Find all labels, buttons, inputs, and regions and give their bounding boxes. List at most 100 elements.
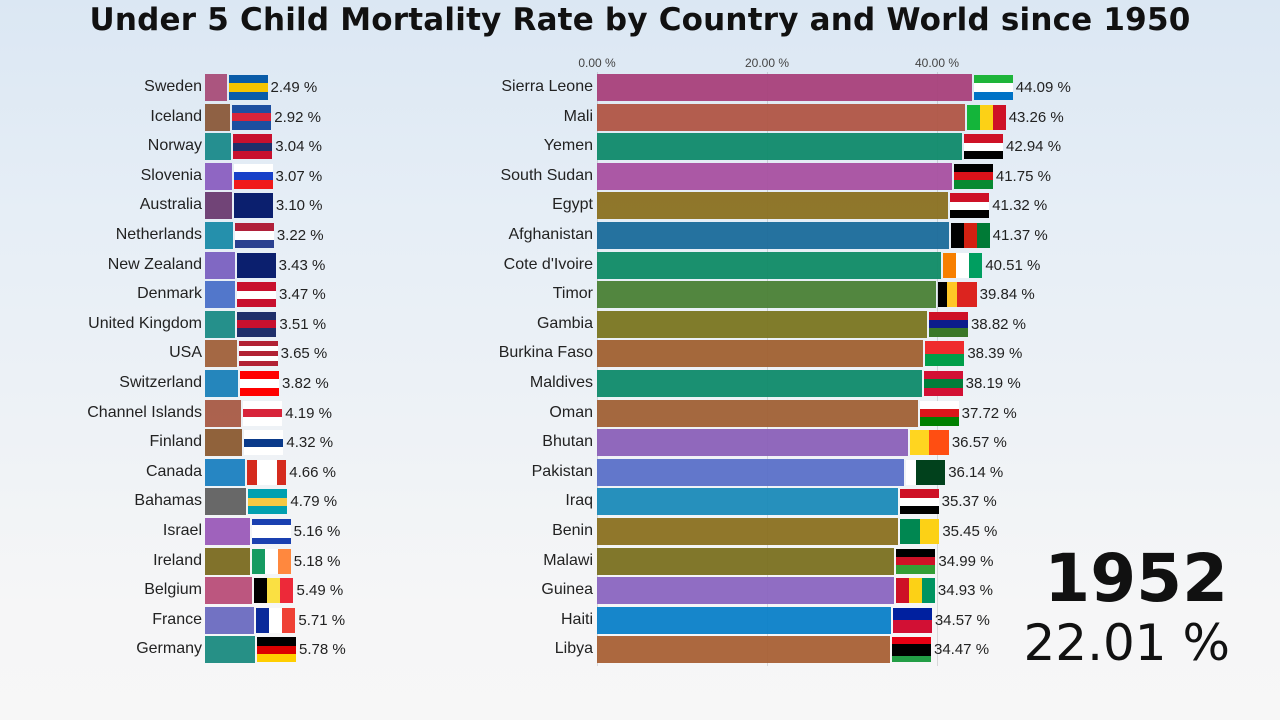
bar — [597, 488, 898, 516]
bar — [597, 133, 962, 161]
flag-icon — [892, 607, 932, 633]
grid-line — [597, 72, 598, 666]
flag-icon — [906, 459, 946, 485]
flag-icon — [254, 578, 294, 604]
bar-label: Canada — [145, 462, 202, 480]
bar — [205, 636, 255, 664]
flag-icon — [919, 400, 959, 426]
bar-value-label: 3.07 % — [275, 167, 323, 185]
bar-value-label: 35.45 % — [942, 523, 998, 540]
bar-value-label: 41.37 % — [992, 227, 1048, 244]
bar-label: Benin — [552, 522, 593, 539]
bar — [597, 577, 894, 605]
bar-label: Bhutan — [542, 433, 593, 451]
flag-icon — [251, 519, 291, 544]
flag-icon — [251, 548, 291, 574]
bar — [205, 103, 231, 131]
bar-value-label: 44.09 % — [1015, 79, 1071, 96]
bar-label: Libya — [554, 640, 593, 658]
bar-value-label: 5.71 % — [298, 611, 346, 629]
bar-value-label: 34.93 % — [937, 582, 993, 600]
bar-value-label: 5.16 % — [293, 523, 341, 540]
bar — [205, 429, 243, 457]
bar-value-label: 4.19 % — [285, 404, 332, 422]
flag-icon — [963, 134, 1003, 160]
bar — [205, 606, 255, 634]
flag-icon — [247, 459, 287, 485]
bar-label: Bahamas — [134, 492, 202, 510]
bar — [205, 162, 232, 190]
bar-value-label: 4.66 % — [289, 463, 336, 481]
bar-label: Switzerland — [119, 374, 202, 391]
bar-label: France — [152, 610, 202, 628]
flag-icon — [896, 548, 936, 574]
bar — [597, 103, 965, 131]
bar-value-label: 36.57 % — [951, 434, 1007, 452]
bar-label: Ireland — [153, 551, 202, 569]
bar — [205, 310, 236, 338]
bar-value-label: 3.65 % — [280, 345, 328, 363]
flag-icon — [950, 223, 990, 248]
flag-icon — [923, 371, 963, 396]
flag-icon — [925, 341, 965, 367]
flag-icon — [233, 163, 273, 189]
flag-icon — [909, 430, 949, 456]
bar-value-label: 5.18 % — [293, 552, 341, 570]
bar-label: Malawi — [543, 551, 593, 569]
grid-line — [767, 72, 768, 666]
bar-label: Sweden — [144, 78, 202, 95]
bar — [597, 458, 905, 486]
bar-label: Timor — [552, 285, 593, 303]
bar — [597, 636, 890, 664]
bar — [597, 251, 942, 279]
bar-value-label: 34.99 % — [938, 552, 994, 570]
bar — [205, 370, 239, 397]
flag-icon — [244, 430, 284, 456]
flag-icon — [233, 193, 273, 219]
bar-value-label: 4.32 % — [286, 434, 334, 452]
bar-value-label: 35.37 % — [941, 493, 997, 511]
bar-value-label: 3.51 % — [279, 315, 327, 333]
bar-value-label: 3.04 % — [275, 138, 322, 156]
bar-label: Cote d'Ivoire — [503, 255, 593, 273]
bar — [205, 74, 227, 101]
bar — [597, 340, 924, 368]
flag-icon — [973, 75, 1013, 100]
bar-value-label: 41.75 % — [995, 167, 1051, 185]
bar-label: Iceland — [150, 107, 202, 125]
x-tick-label: 20.00 % — [744, 56, 790, 70]
bar-label: Israel — [162, 522, 202, 539]
bar-label: Belgium — [144, 581, 202, 599]
flag-icon — [237, 311, 277, 337]
flag-icon — [895, 578, 935, 604]
bar-value-label: 3.43 % — [278, 256, 326, 274]
chart-title: Under 5 Child Mortality Rate by Country … — [89, 2, 1191, 38]
bar-label: United Kingdom — [88, 314, 202, 332]
bar — [597, 222, 949, 249]
bar-value-label: 40.51 % — [985, 256, 1041, 274]
bar-value-label: 3.82 % — [282, 375, 329, 392]
bar — [205, 488, 247, 516]
flag-icon — [256, 607, 296, 633]
bar-label: Afghanistan — [508, 226, 593, 243]
flag-icon — [900, 519, 940, 544]
bar-value-label: 4.79 % — [290, 493, 338, 511]
bar-label: Australia — [139, 196, 202, 214]
year-label: 1952 — [1044, 540, 1228, 617]
bar — [597, 370, 922, 397]
flag-icon — [237, 282, 276, 308]
bar — [597, 518, 899, 545]
bar-label: USA — [169, 344, 202, 362]
bar-value-label: 43.26 % — [1008, 108, 1064, 126]
x-tick-label: 40.00 % — [914, 56, 960, 70]
bar-label: Channel Islands — [87, 403, 202, 421]
bar-value-label: 3.10 % — [275, 197, 323, 215]
bar-label: Netherlands — [115, 226, 202, 243]
bar-label: Germany — [136, 640, 202, 658]
bar-label: Norway — [147, 137, 202, 155]
bar-value-label: 3.22 % — [276, 227, 324, 244]
bar — [205, 547, 250, 575]
bar-label: New Zealand — [107, 255, 202, 273]
flag-icon — [233, 134, 273, 160]
bar-label: Haiti — [560, 610, 593, 628]
